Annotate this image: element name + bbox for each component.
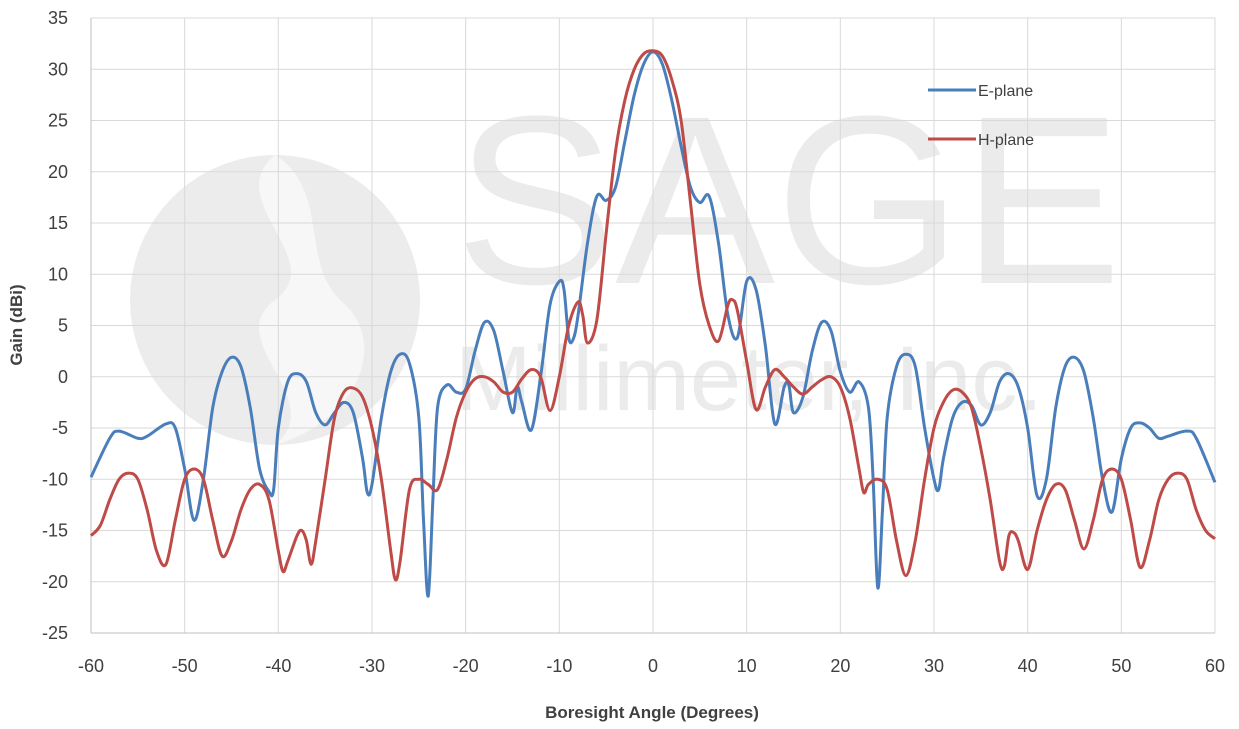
y-axis-title: Gain (dBi) [7, 284, 26, 365]
y-tick-label: -15 [42, 521, 68, 541]
x-tick-label: -10 [546, 656, 572, 676]
x-tick-label: 50 [1111, 656, 1131, 676]
x-axis-title: Boresight Angle (Degrees) [545, 703, 759, 722]
y-tick-label: -20 [42, 572, 68, 592]
x-tick-label: 30 [924, 656, 944, 676]
watermark-text: SAGE [455, 66, 1122, 334]
legend-label: E-plane [978, 83, 1033, 100]
x-tick-label: -50 [172, 656, 198, 676]
x-tick-label: -20 [453, 656, 479, 676]
x-tick-label: 40 [1018, 656, 1038, 676]
y-tick-label: 10 [48, 264, 68, 284]
y-tick-label: 0 [58, 367, 68, 387]
y-tick-label: 25 [48, 111, 68, 131]
x-tick-label: -40 [265, 656, 291, 676]
watermark-logo-swirl [259, 155, 365, 445]
series-line [89, 49, 1216, 582]
y-tick-label: 30 [48, 59, 68, 79]
y-tick-label: 35 [48, 8, 68, 28]
y-tick-label: 5 [58, 316, 68, 336]
x-tick-label: -30 [359, 656, 385, 676]
x-tick-label: -60 [78, 656, 104, 676]
y-tick-label: -5 [52, 418, 68, 438]
y-tick-label: 15 [48, 213, 68, 233]
legend-label: H-plane [978, 132, 1034, 149]
y-tick-label: -10 [42, 469, 68, 489]
plot-area [89, 49, 1217, 598]
series-line [89, 50, 1217, 598]
watermark: SAGE Millimeter, Inc. [130, 66, 1122, 445]
x-tick-label: 20 [830, 656, 850, 676]
x-tick-label: 0 [648, 656, 658, 676]
x-tick-label: 10 [737, 656, 757, 676]
y-tick-label: 20 [48, 162, 68, 182]
x-tick-label: 60 [1205, 656, 1225, 676]
y-tick-label: -25 [42, 623, 68, 643]
